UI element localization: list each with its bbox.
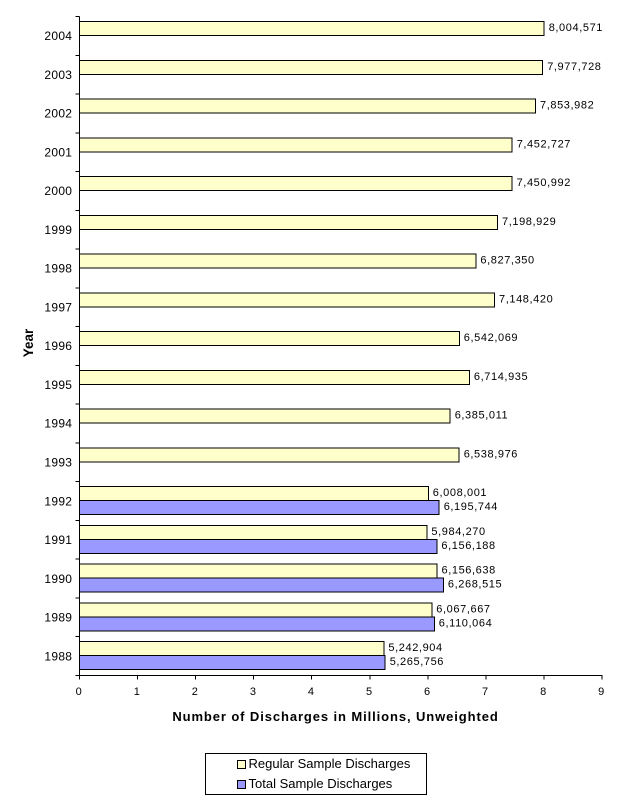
svg-text:6,827,350: 6,827,350: [480, 255, 534, 267]
svg-text:6: 6: [424, 686, 430, 698]
svg-text:7: 7: [482, 686, 488, 698]
svg-text:Total Sample Discharges: Total Sample Discharges: [249, 776, 393, 791]
svg-text:1993: 1993: [44, 456, 72, 470]
svg-text:1997: 1997: [44, 300, 72, 314]
svg-text:Year: Year: [21, 328, 36, 357]
svg-text:9: 9: [598, 686, 604, 698]
svg-text:6,008,001: 6,008,001: [433, 487, 487, 499]
svg-text:5,265,756: 5,265,756: [390, 656, 444, 668]
svg-text:5: 5: [366, 686, 372, 698]
svg-text:1988: 1988: [44, 649, 72, 663]
svg-text:6,156,188: 6,156,188: [441, 540, 495, 552]
svg-text:6,542,069: 6,542,069: [464, 332, 518, 344]
svg-text:7,148,420: 7,148,420: [499, 293, 553, 305]
svg-text:7,452,727: 7,452,727: [517, 138, 571, 150]
svg-text:2000: 2000: [44, 184, 72, 198]
svg-text:7,977,728: 7,977,728: [547, 61, 601, 73]
svg-text:2003: 2003: [44, 68, 72, 82]
svg-text:5,984,270: 5,984,270: [431, 526, 485, 538]
svg-text:7,853,982: 7,853,982: [540, 100, 594, 112]
svg-text:2001: 2001: [44, 145, 72, 159]
svg-text:1991: 1991: [44, 533, 72, 547]
svg-text:Number of Discharges in Millio: Number of Discharges in Millions, Unweig…: [172, 709, 498, 724]
svg-text:6,110,064: 6,110,064: [439, 618, 493, 630]
svg-text:8,004,571: 8,004,571: [549, 22, 603, 34]
svg-text:1989: 1989: [44, 611, 72, 625]
svg-text:1999: 1999: [44, 223, 72, 237]
svg-text:2002: 2002: [44, 107, 72, 121]
svg-text:1990: 1990: [44, 572, 72, 586]
svg-text:6,156,638: 6,156,638: [442, 565, 496, 577]
svg-text:7,198,929: 7,198,929: [502, 216, 556, 228]
svg-text:6,268,515: 6,268,515: [448, 579, 502, 591]
svg-text:0: 0: [76, 686, 82, 698]
svg-text:5,242,904: 5,242,904: [388, 642, 442, 654]
svg-text:Regular Sample Discharges: Regular Sample Discharges: [249, 756, 411, 771]
svg-text:3: 3: [250, 686, 256, 698]
svg-text:4: 4: [308, 686, 314, 698]
svg-text:2004: 2004: [44, 29, 72, 43]
svg-text:1996: 1996: [44, 339, 72, 353]
svg-text:1998: 1998: [44, 262, 72, 276]
svg-text:1995: 1995: [44, 378, 72, 392]
svg-text:7,450,992: 7,450,992: [517, 177, 571, 189]
svg-text:1992: 1992: [44, 494, 72, 508]
svg-text:6,714,935: 6,714,935: [474, 371, 528, 383]
svg-text:6,385,011: 6,385,011: [455, 410, 509, 422]
svg-text:8: 8: [540, 686, 546, 698]
svg-text:6,538,976: 6,538,976: [464, 448, 518, 460]
svg-text:1: 1: [134, 686, 140, 698]
svg-text:6,195,744: 6,195,744: [444, 501, 498, 513]
svg-text:6,067,667: 6,067,667: [436, 604, 490, 616]
svg-text:1994: 1994: [44, 417, 72, 431]
svg-text:2: 2: [192, 686, 198, 698]
